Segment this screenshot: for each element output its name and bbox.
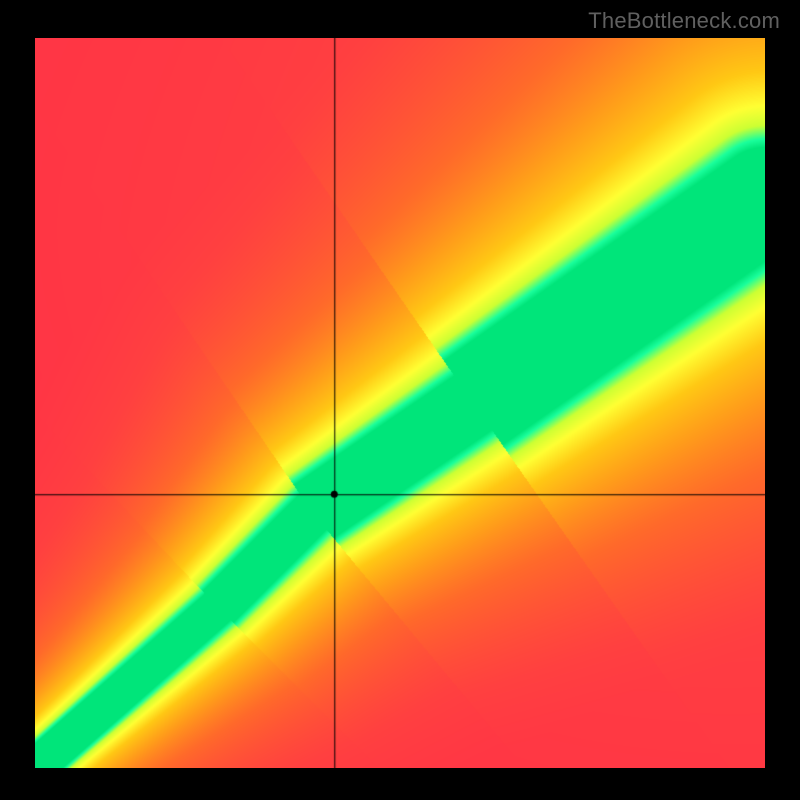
- bottleneck-heatmap: [35, 38, 765, 768]
- watermark-text: TheBottleneck.com: [588, 8, 780, 34]
